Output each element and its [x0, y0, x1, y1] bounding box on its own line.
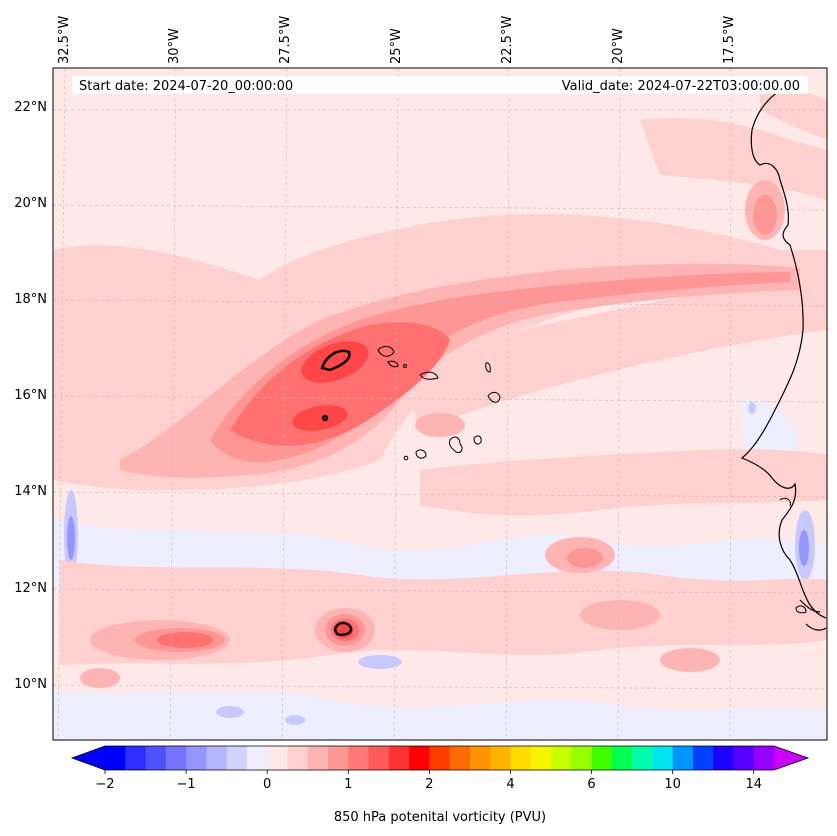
colorbar-cell: [551, 746, 572, 770]
colorbar-tick-label: 6: [587, 777, 595, 792]
colorbar-ticks: −2 −1 0 1 2 4 6 10 14: [95, 770, 762, 792]
lat-label: 18°N: [14, 292, 47, 307]
pv-contours: [320, 349, 353, 636]
colorbar-cell: [206, 746, 228, 770]
colorbar-cell: [368, 746, 390, 770]
coastline: [740, 83, 827, 631]
colorbar-cell: [611, 746, 633, 770]
islands: [377, 345, 807, 614]
colorbar-cell: [388, 746, 410, 770]
lat-label: 20°N: [14, 196, 47, 211]
colorbar-cell: [226, 746, 248, 770]
lon-label: 17.5°W: [722, 16, 737, 64]
colorbar-cell: [145, 746, 167, 770]
valid-date-label: Valid_date: 2024-07-22T03:00:00.00: [562, 79, 800, 94]
colorbar-cell: [713, 746, 735, 770]
colorbar-cell: [287, 746, 309, 770]
latitude-labels: 22°N 20°N 18°N 16°N 14°N 12°N 10°N: [14, 100, 47, 692]
colorbar-cell: [530, 746, 552, 770]
colorbar-cell: [571, 746, 593, 770]
colorbar-cell: [469, 746, 491, 770]
lon-label: 27.5°W: [278, 16, 293, 64]
colorbar-tick-label: 14: [745, 777, 762, 792]
colorbar-cell: [449, 746, 471, 770]
pv-field: [53, 68, 827, 740]
negative-pv-strong: [67, 516, 809, 566]
colorbar-cell: [165, 746, 187, 770]
colorbar-cell: [733, 746, 755, 770]
colorbar-cell: [246, 746, 268, 770]
colorbar-cell: [591, 746, 613, 770]
header-strip: [72, 76, 808, 94]
colorbar-cell: [267, 746, 289, 770]
lat-label: 10°N: [14, 677, 47, 692]
colorbar-tick-label: 10: [664, 777, 681, 792]
colorbar-tick-label: 4: [506, 777, 514, 792]
colorbar-cell: [105, 746, 126, 770]
start-date-label: Start date: 2024-07-20_00:00:00: [79, 79, 293, 94]
colorbar-extend-high: [774, 746, 808, 770]
colorbar-cell: [409, 746, 430, 770]
colorbar-cell: [652, 746, 674, 770]
lat-label: 16°N: [14, 388, 47, 403]
longitude-labels: 32.5°W 30°W 27.5°W 25°W 22.5°W 20°W 17.5…: [57, 16, 737, 64]
colorbar-cell: [307, 746, 329, 770]
lon-label: 30°W: [167, 28, 182, 64]
colorbar: −2 −1 0 1 2 4 6 10 14 850 hPa potenital vorticit…: [70, 745, 810, 825]
lon-label: 22.5°W: [500, 16, 515, 64]
colorbar-cell: [186, 746, 207, 770]
colorbar-cell: [510, 746, 532, 770]
colorbar-cell: [753, 746, 775, 770]
colorbar-cell: [672, 746, 694, 770]
colorbar-extend-low: [72, 746, 105, 770]
lon-label: 32.5°W: [57, 16, 72, 64]
lon-label: 25°W: [389, 28, 404, 64]
colorbar-cell: [692, 746, 714, 770]
colorbar-tick-label: 2: [425, 777, 433, 792]
colorbar-cell: [348, 746, 370, 770]
colorbar-tick-label: −2: [95, 777, 114, 792]
colorbar-cell: [328, 746, 349, 770]
map-frame: [52, 67, 828, 741]
colorbar-tick-label: 0: [263, 777, 271, 792]
colorbar-cell: [490, 746, 512, 770]
colorbar-tick-label: −1: [177, 777, 196, 792]
lat-label: 12°N: [14, 581, 47, 596]
colorbar-cell: [125, 746, 147, 770]
colorbar-cell: [632, 746, 653, 770]
lat-label: 22°N: [14, 100, 47, 115]
colorbar-cell: [429, 746, 451, 770]
lat-label: 14°N: [14, 484, 47, 499]
lon-label: 20°W: [611, 28, 626, 64]
graticule: [53, 68, 827, 740]
colorbar-title: 850 hPa potenital vorticity (PVU): [334, 810, 546, 825]
colorbar-tick-label: 1: [344, 777, 352, 792]
colorbar-cells: [105, 746, 775, 770]
